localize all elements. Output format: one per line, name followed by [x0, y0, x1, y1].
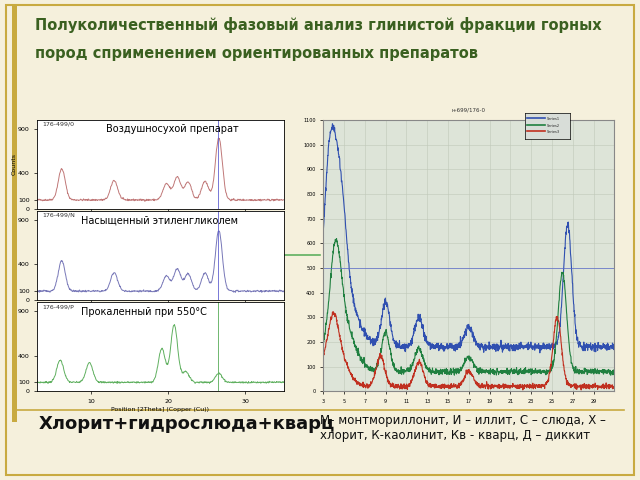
Text: Насыщенный этиленгликолем: Насыщенный этиленгликолем: [81, 216, 239, 226]
Text: Хлорит+гидрослюда+кварц: Хлорит+гидрослюда+кварц: [38, 415, 335, 433]
Text: н-699/176-0: н-699/176-0: [452, 108, 486, 113]
Text: Series3: Series3: [547, 131, 561, 134]
Text: 176-499/0: 176-499/0: [42, 122, 74, 127]
Text: Прокаленный при 550°C: Прокаленный при 550°C: [81, 307, 207, 317]
Text: Полуколичественный фазовый анализ глинистой фракции горных: Полуколичественный фазовый анализ глинис…: [35, 17, 602, 33]
Text: 176-499/N: 176-499/N: [42, 213, 75, 218]
Text: Series1: Series1: [547, 117, 561, 121]
Y-axis label: Counts: Counts: [12, 154, 17, 175]
Text: Воздушносухой препарат: Воздушносухой препарат: [106, 124, 239, 134]
X-axis label: Position [2Theta] (Copper (Cu)): Position [2Theta] (Copper (Cu)): [111, 407, 209, 412]
Text: 176-499/P: 176-499/P: [42, 304, 74, 309]
FancyBboxPatch shape: [12, 5, 17, 422]
Text: Series2: Series2: [547, 124, 561, 128]
Text: М- монтмориллонит, И – иллит, С – слюда, Х –
хлорит, К-каолинит, Кв - кварц, Д –: М- монтмориллонит, И – иллит, С – слюда,…: [320, 414, 606, 442]
Text: пород сприменением ориентированных препаратов: пород сприменением ориентированных препа…: [35, 46, 478, 60]
